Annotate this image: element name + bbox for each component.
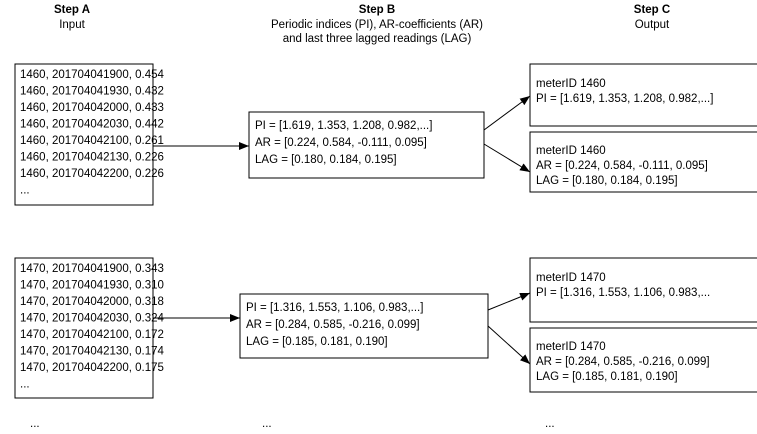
ellipsis: ...	[545, 418, 555, 430]
output-line: PI = [1.619, 1.353, 1.208, 0.982,...]	[536, 93, 713, 105]
arrow	[483, 143, 531, 173]
arrow	[487, 292, 531, 311]
model-line: AR = [0.224, 0.584, -0.111, 0.095]	[255, 137, 427, 149]
ellipsis: ...	[262, 418, 272, 430]
input-line: 1470, 201704042200, 0.175	[20, 362, 164, 374]
step-title: Step B	[359, 4, 395, 16]
arrow	[483, 95, 531, 131]
step-title: Step C	[634, 4, 670, 16]
input-line: 1460, 201704041930, 0.432	[20, 86, 164, 98]
output-line: meterID 1460	[536, 145, 606, 157]
input-box	[14, 63, 154, 206]
step-subtitle: Input	[59, 19, 85, 31]
input-line: 1460, 201704042200, 0.226	[20, 168, 164, 180]
model-line: PI = [1.316, 1.553, 1.106, 0.983,...]	[246, 302, 423, 314]
output-line: LAG = [0.180, 0.184, 0.195]	[536, 175, 678, 187]
output-line: AR = [0.224, 0.584, -0.111, 0.095]	[536, 160, 708, 172]
input-line: ...	[20, 185, 30, 197]
model-line: AR = [0.284, 0.585, -0.216, 0.099]	[246, 319, 420, 331]
model-line: LAG = [0.185, 0.181, 0.190]	[246, 336, 388, 348]
model-box	[248, 111, 485, 179]
output-line: meterID 1470	[536, 341, 606, 353]
input-line: 1460, 201704042030, 0.442	[20, 119, 164, 131]
step-subtitle: Periodic indices (PI), AR-coefficients (…	[271, 19, 483, 31]
output-line: AR = [0.284, 0.585, -0.216, 0.099]	[536, 356, 710, 368]
step-subtitle: Output	[635, 19, 670, 31]
output-line: LAG = [0.185, 0.181, 0.190]	[536, 371, 678, 383]
model-line: PI = [1.619, 1.353, 1.208, 0.982,...]	[255, 120, 432, 132]
input-line: 1460, 201704042000, 0.433	[20, 102, 164, 114]
output-line: meterID 1460	[536, 78, 606, 90]
ellipsis: ...	[30, 418, 40, 430]
step-subtitle: and last three lagged readings (LAG)	[283, 33, 472, 45]
input-line: 1470, 201704041930, 0.310	[20, 280, 164, 292]
arrow	[487, 325, 531, 365]
output-box	[529, 131, 757, 193]
output-line: PI = [1.316, 1.553, 1.106, 0.983,...	[536, 287, 710, 299]
input-line: 1470, 201704042030, 0.324	[20, 313, 164, 325]
input-line: ...	[20, 379, 30, 391]
input-line: 1460, 201704042130, 0.226	[20, 152, 164, 164]
input-line: 1470, 201704042100, 0.172	[20, 329, 164, 341]
input-line: 1470, 201704042130, 0.174	[20, 346, 164, 358]
input-line: 1470, 201704042000, 0.318	[20, 296, 164, 308]
output-box	[529, 257, 757, 323]
output-box	[529, 63, 757, 127]
input-line: 1460, 201704042100, 0.261	[20, 135, 164, 147]
input-line: 1470, 201704041900, 0.343	[20, 263, 164, 275]
step-title: Step A	[54, 4, 90, 16]
input-box	[14, 257, 154, 399]
model-line: LAG = [0.180, 0.184, 0.195]	[255, 154, 397, 166]
output-line: meterID 1470	[536, 272, 606, 284]
output-box	[529, 327, 757, 393]
input-line: 1460, 201704041900, 0.454	[20, 69, 164, 81]
